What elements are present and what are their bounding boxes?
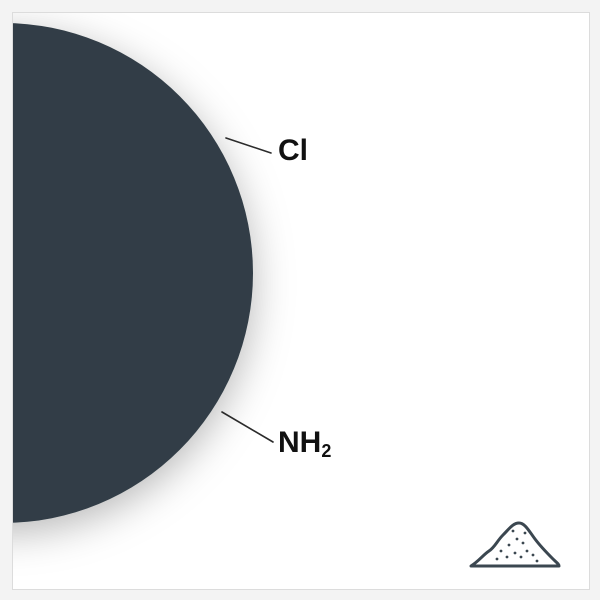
diagram-card: Cl NH2 xyxy=(12,12,590,590)
particle-diagram xyxy=(13,13,587,587)
ligand-text: NH xyxy=(278,426,321,459)
ligand-text: Cl xyxy=(278,134,308,167)
ligand-label-nh2: NH2 xyxy=(278,428,331,458)
page-background: Cl NH2 xyxy=(0,0,600,600)
particle-circle xyxy=(13,23,253,523)
ligand-sub: 2 xyxy=(321,441,331,461)
ligand-label-cl: Cl xyxy=(278,136,308,166)
powder-pile-icon xyxy=(467,511,563,571)
